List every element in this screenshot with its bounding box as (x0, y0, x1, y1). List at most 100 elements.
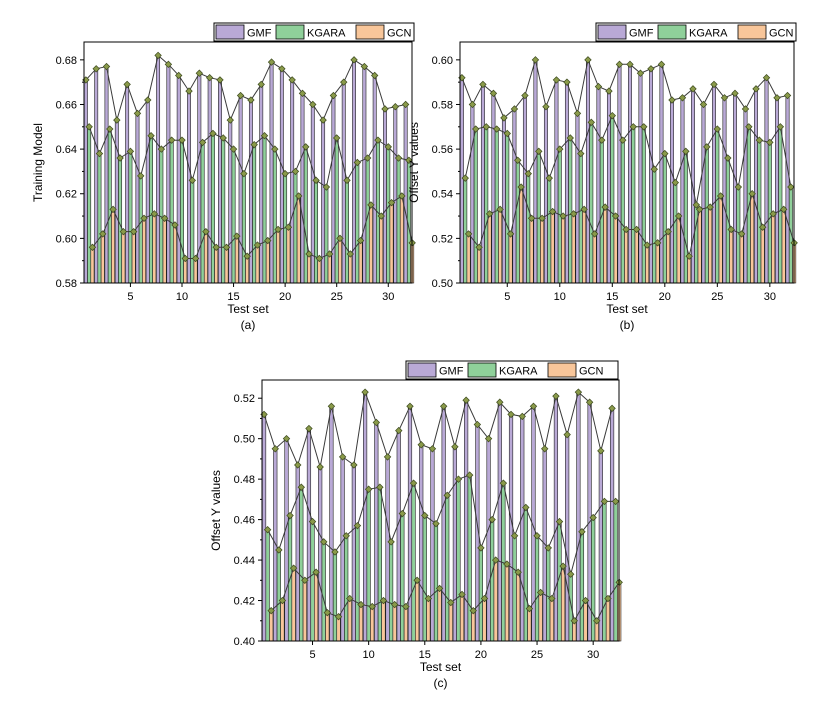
marker-gcn-5 (506, 230, 515, 238)
panel-label: (c) (434, 676, 448, 690)
bar-gcn-5 (131, 231, 136, 284)
marker-kgara-28 (363, 154, 372, 162)
bar-gmf-9 (166, 64, 171, 284)
marker-gmf-4 (113, 116, 121, 124)
marker-gcn-11 (379, 596, 388, 605)
bar-gcn-21 (296, 195, 301, 284)
bar-gmf-1 (459, 77, 464, 284)
legend-label-gcn: GCN (769, 28, 794, 40)
legend: GMF KGARA GCN (405, 360, 619, 380)
marker-gcn-30 (769, 210, 777, 218)
y-tick-label: 0.64 (56, 144, 77, 156)
marker-gcn-27 (737, 230, 746, 238)
marker-gmf-3 (479, 80, 487, 89)
bar-gmf-16 (238, 95, 243, 284)
bar-gcn-6 (325, 612, 330, 642)
marker-gmf-31 (391, 103, 400, 111)
marker-gcn-17 (447, 598, 455, 607)
marker-gmf-5 (305, 424, 313, 433)
bar-kgara-16 (620, 139, 625, 284)
marker-gcn-4 (301, 576, 309, 584)
marker-gmf-17 (626, 60, 634, 69)
marker-gmf-4 (489, 89, 498, 98)
marker-gmf-5 (500, 114, 508, 122)
bar-gmf-17 (627, 64, 632, 284)
x-axis-title: Test set (606, 302, 648, 316)
bar-gcn-22 (687, 255, 692, 284)
marker-gcn-19 (653, 239, 662, 247)
bar-gcn-21 (676, 215, 681, 284)
bar-gmf-15 (419, 444, 424, 642)
bar-kgara-10 (366, 488, 371, 642)
marker-kgara-3 (106, 125, 114, 133)
marker-kgara-22 (302, 143, 310, 151)
marker-kgara-30 (766, 138, 774, 147)
bar-gmf-2 (470, 104, 475, 284)
line-gmf (85, 54, 406, 122)
bar-gmf-29 (576, 391, 581, 642)
marker-gcn-25 (536, 588, 545, 597)
marker-kgara-26 (724, 154, 732, 162)
bar-gmf-28 (565, 434, 570, 642)
bar-kgara-11 (568, 137, 573, 284)
marker-gmf-9 (542, 103, 550, 111)
bar-gcn-30 (389, 202, 394, 284)
bar-kgara-19 (272, 148, 277, 284)
legend-label-gcn: GCN (579, 366, 604, 378)
bar-kgara-31 (602, 501, 607, 642)
bar-kgara-1 (87, 126, 92, 284)
marker-gcn-22 (503, 560, 511, 568)
marker-gmf-25 (329, 91, 338, 100)
bar-kgara-10 (180, 139, 184, 284)
marker-gmf-15 (605, 87, 613, 95)
bar-gcn-23 (697, 209, 702, 284)
bar-gmf-12 (575, 113, 580, 284)
bar-gmf-31 (393, 106, 398, 284)
bar-gmf-22 (300, 93, 305, 284)
marker-gcn-17 (632, 225, 641, 234)
marker-gcn-11 (569, 210, 578, 218)
marker-kgara-23 (692, 201, 701, 209)
marker-gmf-12 (573, 109, 582, 118)
marker-kgara-23 (312, 176, 320, 185)
bar-kgara-11 (190, 180, 195, 284)
marker-gmf-20 (278, 65, 286, 73)
bar-gcn-10 (370, 606, 375, 642)
bar-kgara-23 (512, 535, 517, 642)
bar-gmf-29 (754, 88, 758, 284)
marker-kgara-9 (545, 174, 553, 182)
marker-gcn-30 (593, 617, 601, 625)
bar-kgara-16 (241, 173, 246, 284)
marker-gcn-13 (212, 243, 220, 251)
bar-kgara-12 (200, 142, 205, 284)
bar-gcn-6 (519, 186, 524, 284)
marker-gcn-10 (368, 602, 376, 611)
y-tick-label: 0.52 (432, 233, 453, 245)
marker-gmf-6 (510, 105, 519, 113)
marker-kgara-3 (286, 511, 294, 520)
marker-kgara-20 (661, 149, 669, 158)
marker-kgara-23 (510, 532, 519, 540)
plot-frame (261, 379, 620, 642)
marker-kgara-21 (671, 178, 680, 187)
bar-kgara-25 (534, 535, 540, 642)
marker-gmf-31 (597, 447, 605, 455)
bar-gcn-12 (582, 209, 587, 284)
marker-gmf-32 (783, 91, 792, 100)
x-axis-title: Test set (227, 302, 269, 316)
bar-gmf-5 (125, 84, 130, 284)
marker-gcn-18 (458, 590, 466, 599)
marker-gcn-7 (334, 613, 343, 621)
marker-gcn-26 (346, 250, 354, 258)
marker-gcn-27 (559, 562, 567, 570)
bar-gcn-9 (550, 211, 555, 284)
bar-gcn-9 (173, 224, 177, 284)
marker-gcn-13 (402, 602, 410, 611)
marker-gmf-23 (689, 85, 697, 93)
bar-gcn-19 (655, 242, 660, 284)
bar-kgara-19 (652, 168, 657, 284)
bar-gmf-8 (340, 456, 345, 642)
bar-gmf-12 (385, 456, 390, 642)
marker-gmf-7 (327, 402, 336, 410)
bar-kgara-9 (169, 139, 174, 284)
